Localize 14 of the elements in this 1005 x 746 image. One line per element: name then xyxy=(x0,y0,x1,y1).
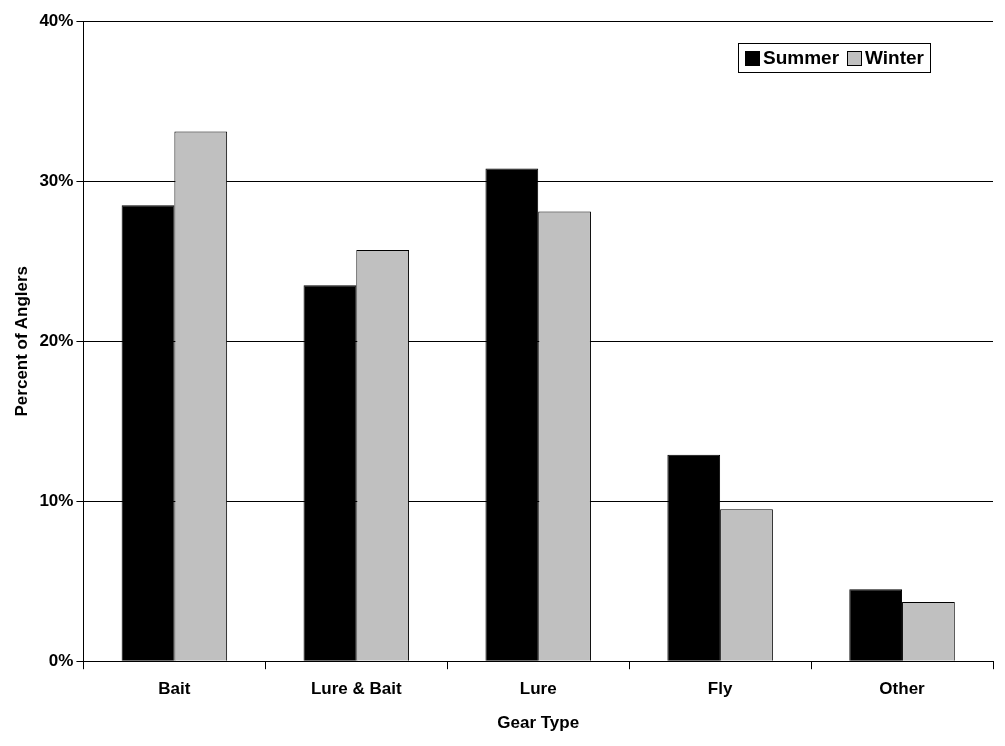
x-axis-title: Gear Type xyxy=(497,713,580,733)
y-tick-label: 40% xyxy=(39,10,74,30)
x-tick-label: Fly xyxy=(707,679,733,699)
legend-label: Winter xyxy=(865,47,924,70)
y-tick-label: 10% xyxy=(39,490,74,510)
legend-label: Summer xyxy=(763,47,840,70)
y-tick-label: 20% xyxy=(39,330,74,350)
x-tick-label: Bait xyxy=(158,679,191,699)
y-axis-title: Percent of Anglers xyxy=(11,265,31,417)
x-tick-label: Lure & Bait xyxy=(310,679,402,699)
y-tick-label: 0% xyxy=(48,650,74,670)
x-tick-label: Lure xyxy=(519,679,557,699)
y-tick-label: 30% xyxy=(39,170,74,190)
x-tick-label: Other xyxy=(879,679,926,699)
